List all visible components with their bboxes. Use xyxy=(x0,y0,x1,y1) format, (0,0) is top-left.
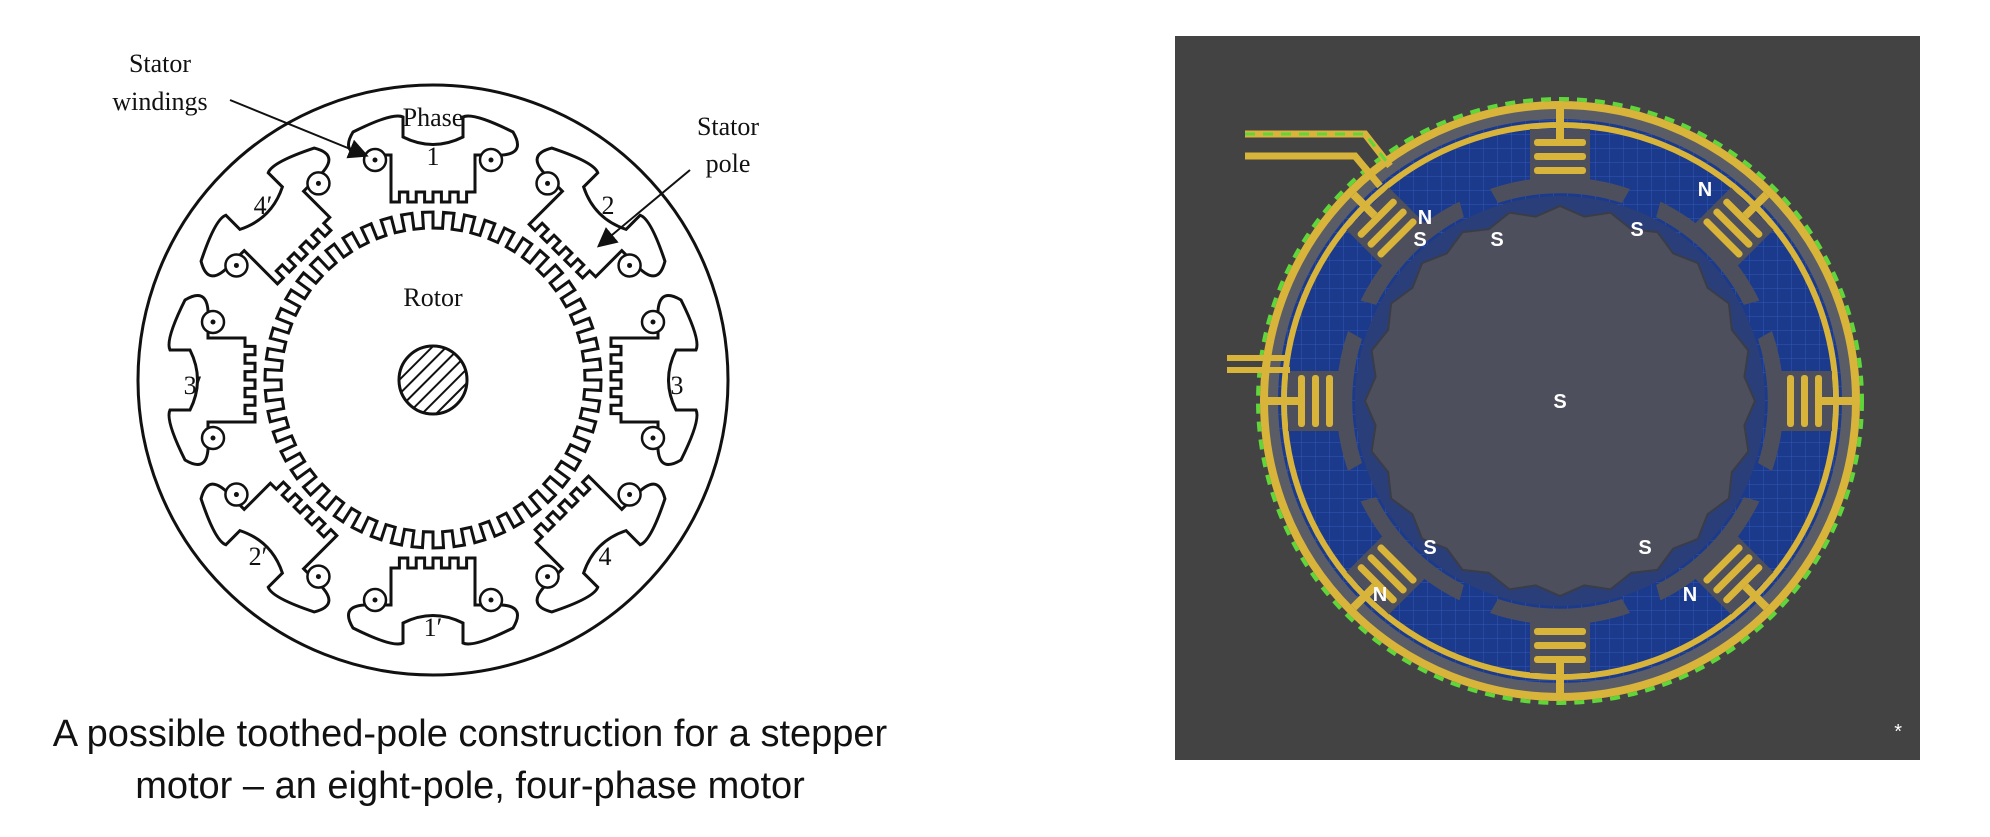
illustration-pole-label: S xyxy=(1630,219,1643,241)
figure-caption: A possible toothed-pole construction for… xyxy=(20,708,920,812)
outer-green-wire xyxy=(1256,97,1864,705)
stator-pole xyxy=(609,294,699,466)
phase-1p-label: 1′ xyxy=(424,613,443,642)
illustration-pole xyxy=(1758,331,1852,471)
rotor xyxy=(263,210,603,550)
caption-line-1: A possible toothed-pole construction for… xyxy=(52,713,888,755)
lead-wire-top-green xyxy=(1245,132,1392,167)
illustration-pole xyxy=(1490,599,1630,693)
phase-2p-label: 2′ xyxy=(249,542,268,571)
illustration-pole xyxy=(1346,497,1464,615)
illustration-pole-label: S xyxy=(1413,229,1426,251)
illustration-pole xyxy=(1346,187,1464,305)
stator-pole xyxy=(347,556,519,646)
phase-2-label: 2 xyxy=(602,191,615,220)
stator-pole-label-1: Stator xyxy=(697,112,759,141)
phase-label: Phase xyxy=(403,103,464,132)
rotor-label: Rotor xyxy=(403,283,463,312)
stator-poles xyxy=(167,114,699,646)
illustration-stator-poles xyxy=(1268,109,1852,693)
illustration-pole-label: N xyxy=(1683,584,1697,606)
lead-wire-top-2 xyxy=(1245,152,1383,189)
illustration-pole xyxy=(1490,109,1630,203)
illustration-pole xyxy=(1656,187,1774,305)
stator-pole xyxy=(199,479,339,614)
phase-3-label: 3 xyxy=(671,371,684,400)
stator-outer-ring xyxy=(136,83,730,677)
stator-pole xyxy=(199,146,334,286)
stator-pole xyxy=(347,114,519,204)
illustration-pole-label: N xyxy=(1698,179,1712,201)
stator-windings-label-2: windings xyxy=(112,87,207,116)
phase-4-label: 4 xyxy=(599,542,612,571)
stator-windings-label-1: Stator xyxy=(129,49,191,78)
illustration-pole-label: N xyxy=(1418,207,1432,229)
illustration-pole xyxy=(1268,331,1362,471)
phase-1-label: 1 xyxy=(427,142,440,171)
illustration-pole xyxy=(1656,497,1774,615)
illustration-pole-label: S xyxy=(1490,229,1503,251)
stator-pole xyxy=(532,474,667,614)
illustration-pole-label: S xyxy=(1423,537,1436,559)
lead-wire-top xyxy=(1245,130,1393,169)
illustration-rotor-body xyxy=(1363,204,1757,598)
stator-pole-label-2: pole xyxy=(706,149,751,178)
stepper-motor-line-diagram: Stator windings Stator pole Phase Rotor … xyxy=(112,49,759,677)
caption-line-2: motor – an eight-pole, four-phase motor xyxy=(135,765,805,807)
outer-wiring-ring xyxy=(1260,101,1860,701)
stator-pole-arrow xyxy=(596,169,691,248)
illustration-rotor xyxy=(1363,204,1757,598)
stator-pole xyxy=(167,294,257,466)
rotor-teeth-outline xyxy=(263,210,603,550)
phase-3p-label: 3′ xyxy=(184,371,203,400)
phase-4p-label: 4′ xyxy=(254,191,273,220)
stator-windings-arrow xyxy=(229,99,369,159)
illustration-pole-label: N xyxy=(1373,584,1387,606)
rotor-shaft xyxy=(397,344,469,416)
rotor-pole-label: S xyxy=(1553,391,1566,413)
stator-pole xyxy=(527,146,667,281)
illustration-pole-label: S xyxy=(1638,537,1651,559)
footnote-marker: * xyxy=(1894,721,1902,743)
